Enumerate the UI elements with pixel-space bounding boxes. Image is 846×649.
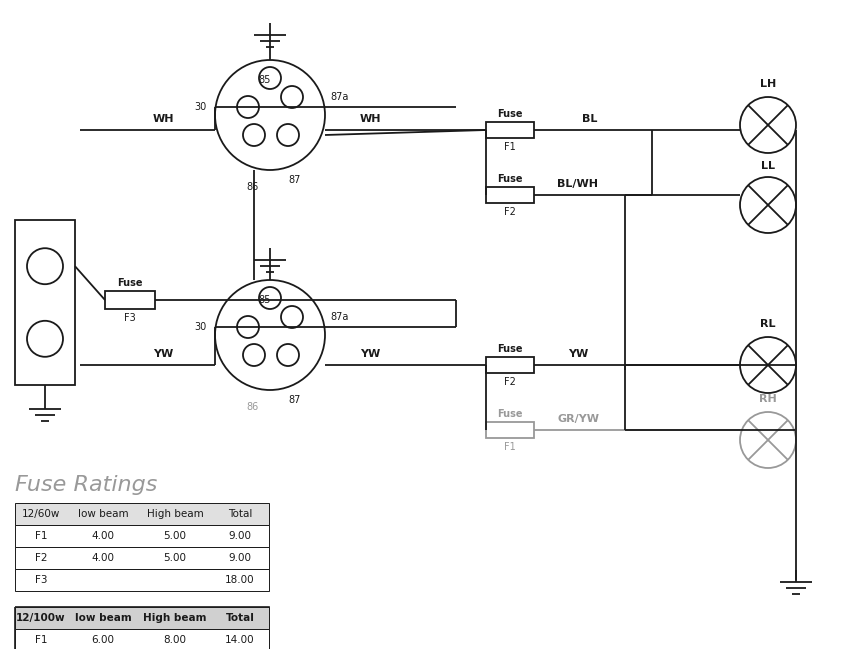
- Bar: [15, 525, 269, 547]
- Text: 30: 30: [195, 322, 207, 332]
- Text: 9.00: 9.00: [228, 531, 251, 541]
- Text: BL/WH: BL/WH: [558, 179, 598, 189]
- Text: 4.00: 4.00: [91, 531, 114, 541]
- Bar: [15, 547, 269, 569]
- Bar: [486, 122, 534, 138]
- Text: F1: F1: [35, 531, 47, 541]
- Text: F3: F3: [35, 575, 47, 585]
- Text: YW: YW: [360, 349, 380, 359]
- Text: F1: F1: [504, 142, 516, 152]
- Bar: [15, 503, 269, 525]
- Text: 4.00: 4.00: [91, 553, 114, 563]
- Text: 5.00: 5.00: [163, 553, 186, 563]
- Text: Fuse: Fuse: [497, 174, 523, 184]
- Text: F2: F2: [35, 553, 47, 563]
- Bar: [15, 569, 269, 591]
- Text: F1: F1: [35, 635, 47, 645]
- Text: 86: 86: [246, 402, 258, 412]
- Text: 9.00: 9.00: [228, 553, 251, 563]
- Text: 87a: 87a: [330, 92, 349, 102]
- Text: Total: Total: [226, 613, 255, 623]
- Bar: [105, 291, 155, 309]
- Text: F2: F2: [504, 377, 516, 387]
- Text: LL: LL: [761, 161, 775, 171]
- Text: 87a: 87a: [330, 312, 349, 322]
- Text: RL: RL: [761, 319, 776, 329]
- Text: 6.00: 6.00: [91, 635, 114, 645]
- Text: LH: LH: [760, 79, 776, 89]
- Text: low beam: low beam: [78, 509, 129, 519]
- Bar: [15, 629, 269, 649]
- Text: 87: 87: [288, 175, 300, 185]
- Text: F2: F2: [504, 207, 516, 217]
- Bar: [486, 187, 534, 203]
- Text: Fuse: Fuse: [497, 109, 523, 119]
- Text: 85: 85: [259, 75, 272, 85]
- Text: Total: Total: [228, 509, 252, 519]
- Text: Fuse: Fuse: [497, 409, 523, 419]
- Text: 30: 30: [195, 102, 207, 112]
- Text: RH: RH: [759, 394, 777, 404]
- Text: High beam: High beam: [146, 509, 203, 519]
- Text: Fuse: Fuse: [118, 278, 143, 288]
- Text: WH: WH: [152, 114, 173, 124]
- Text: F3: F3: [124, 313, 136, 323]
- Text: F1: F1: [504, 442, 516, 452]
- Text: 12/60w: 12/60w: [22, 509, 60, 519]
- Text: 12/100w: 12/100w: [16, 613, 66, 623]
- Text: YW: YW: [153, 349, 173, 359]
- Text: low beam: low beam: [74, 613, 131, 623]
- Text: Fuse Ratings: Fuse Ratings: [15, 475, 157, 495]
- Bar: [486, 422, 534, 438]
- Text: 87: 87: [288, 395, 300, 405]
- Text: High beam: High beam: [143, 613, 206, 623]
- Text: 14.00: 14.00: [225, 635, 255, 645]
- Bar: [15, 607, 269, 629]
- Bar: [486, 357, 534, 373]
- Text: 85: 85: [259, 295, 272, 305]
- Text: 18.00: 18.00: [225, 575, 255, 585]
- Text: BL: BL: [582, 114, 597, 124]
- Bar: [15, 607, 269, 649]
- Text: Fuse: Fuse: [497, 344, 523, 354]
- Bar: [15, 220, 75, 385]
- Text: 5.00: 5.00: [163, 531, 186, 541]
- Text: 86: 86: [246, 182, 258, 192]
- Text: GR/YW: GR/YW: [557, 414, 599, 424]
- Text: WH: WH: [360, 114, 381, 124]
- Text: 8.00: 8.00: [163, 635, 186, 645]
- Text: YW: YW: [568, 349, 588, 359]
